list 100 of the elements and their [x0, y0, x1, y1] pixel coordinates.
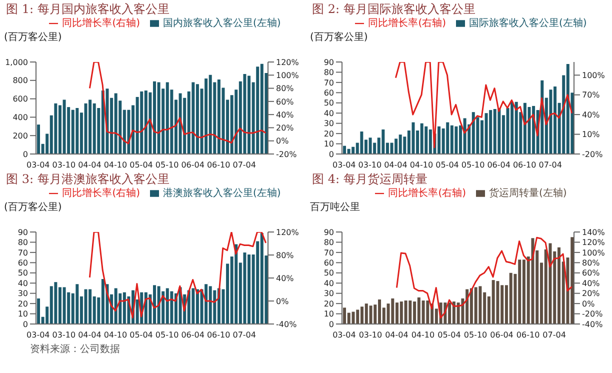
- bar: [472, 112, 475, 154]
- y-tick-label: 80: [324, 238, 334, 248]
- bar: [489, 110, 492, 154]
- bar: [510, 102, 514, 154]
- y-tick-label: 70: [18, 248, 28, 258]
- y2-tick-label: 120%: [582, 238, 606, 248]
- y-tick-label: 20: [18, 299, 28, 308]
- bar: [192, 288, 195, 324]
- bar: [531, 238, 534, 324]
- bar: [243, 252, 246, 324]
- bar: [446, 122, 450, 154]
- bar: [260, 64, 264, 154]
- x-tick-label: 05-10: [155, 160, 179, 170]
- y-axis-title: (百万客公里): [4, 202, 62, 214]
- y-tick-label: 200: [12, 131, 28, 140]
- y-tick-label: 40: [324, 278, 334, 288]
- bar: [369, 306, 372, 324]
- bar: [352, 146, 355, 154]
- bar: [426, 300, 430, 324]
- y2-tick-label: 40%: [582, 278, 600, 288]
- y-tick-label: 70: [324, 78, 334, 88]
- y2-tick-label: 80%: [276, 250, 294, 260]
- bar: [166, 288, 169, 324]
- bar: [509, 272, 512, 324]
- x-tick-label: 06-10: [516, 330, 540, 340]
- y-tick-label: 600: [12, 94, 28, 104]
- y2-tick-label: -40%: [276, 320, 298, 329]
- y-tick-label: 60: [324, 88, 334, 98]
- y2-tick-label: -20%: [582, 310, 604, 319]
- bar: [496, 281, 500, 324]
- bar: [382, 129, 385, 154]
- y-tick-label: 80: [18, 238, 28, 248]
- y-tick-label: 80: [324, 68, 334, 78]
- legend-label: 港澳旅客收入客公里(左轴): [163, 188, 281, 199]
- bar: [114, 93, 118, 154]
- y-tick-label: 0: [22, 320, 28, 329]
- bar: [474, 287, 478, 324]
- chart-title: 图 3: 每月港澳旅客收入客公里: [5, 171, 170, 188]
- legend-label: 国内旅客收入客公里(左轴): [163, 18, 281, 29]
- bar: [208, 286, 212, 324]
- x-tick-label: 05-10: [461, 160, 485, 170]
- x-tick-label: 06-04: [490, 330, 514, 340]
- x-tick-label: 05-04: [438, 330, 461, 340]
- chart-title: 图 2: 每月国际旅客收入客公里: [311, 1, 476, 18]
- y-tick-label: 90: [324, 58, 334, 67]
- y-tick-label: 90: [324, 228, 334, 237]
- bar: [404, 300, 408, 324]
- x-tick-label: 04-10: [104, 330, 128, 340]
- y-tick-label: 10: [18, 310, 28, 319]
- chart-title: 图 4: 每月货运周转量: [311, 171, 428, 188]
- x-tick-label: 03-10: [52, 330, 76, 340]
- x-tick-label: 04-10: [104, 160, 128, 170]
- bar: [76, 284, 79, 324]
- x-tick-label: 07-04: [232, 160, 256, 170]
- bar: [566, 64, 570, 154]
- y-tick-label: 400: [12, 113, 28, 122]
- y2-tick-label: 80%: [276, 84, 294, 94]
- y2-tick-label: 0%: [582, 299, 596, 308]
- x-tick-label: 06-04: [487, 160, 510, 170]
- bar: [92, 103, 96, 154]
- text: 资料来源：公司数据: [29, 342, 121, 356]
- line-series: [394, 62, 573, 148]
- x-tick-label: 03-04: [26, 160, 50, 170]
- bar: [204, 78, 208, 154]
- bar: [256, 66, 260, 154]
- bar: [204, 284, 208, 324]
- bar: [528, 106, 531, 154]
- x-tick-label: 04-04: [78, 330, 102, 340]
- y2-tick-label: 60%: [276, 97, 294, 106]
- y-tick-label: 20: [324, 129, 334, 138]
- bar: [140, 91, 144, 154]
- y2-tick-label: 80%: [582, 258, 600, 268]
- y-tick-label: 10: [324, 140, 334, 149]
- bar: [84, 289, 88, 324]
- line-series: [396, 236, 573, 319]
- x-tick-label: 03-10: [52, 160, 76, 170]
- y2-tick-label: 10%: [582, 130, 600, 140]
- legend-label: 同比增长率(右轴): [388, 188, 466, 199]
- bar: [498, 108, 501, 154]
- bar: [192, 82, 195, 154]
- y-tick-label: 0: [328, 320, 334, 329]
- bar: [101, 279, 104, 324]
- bar: [408, 300, 412, 324]
- bar: [492, 280, 495, 324]
- y-tick-label: 10: [324, 310, 334, 319]
- bar: [450, 125, 454, 154]
- y-tick-label: 50: [18, 268, 28, 278]
- y2-tick-label: 100%: [582, 70, 606, 80]
- bar: [54, 282, 58, 324]
- x-tick-label: 03-04: [332, 160, 356, 170]
- y-axis-title: (百万客公里): [310, 32, 368, 44]
- legend-label: 国际旅客收入客公里(左轴): [469, 18, 587, 29]
- y-tick-label: 1,000: [5, 58, 28, 67]
- bar: [394, 138, 398, 154]
- legend-label: 同比增长率(右轴): [62, 188, 140, 199]
- bar: [208, 74, 212, 154]
- x-tick-label: 04-04: [78, 160, 102, 170]
- bar: [428, 129, 432, 154]
- x-tick-label: 06-04: [181, 330, 204, 340]
- x-tick-label: 05-04: [130, 160, 153, 170]
